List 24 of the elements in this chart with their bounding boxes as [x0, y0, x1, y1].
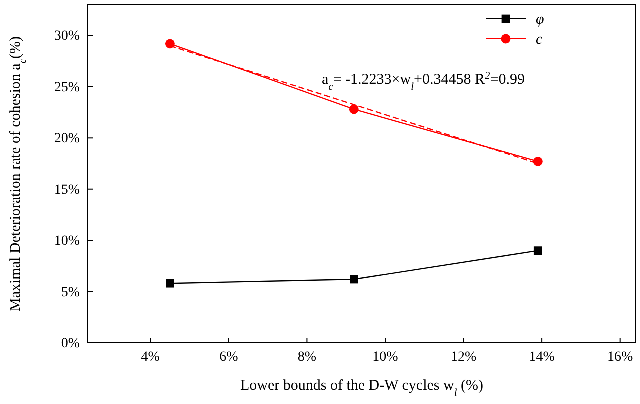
x-tick-label: 8% — [298, 350, 317, 365]
y-tick-label: 0% — [61, 336, 80, 352]
x-tick-label: 16% — [608, 350, 634, 365]
y-tick-label: 25% — [54, 80, 80, 96]
x-axis-title: Lower bounds of the D-W cycles w$_{l}$ (%) — [240, 378, 484, 398]
x-tick-label: 10% — [372, 350, 399, 365]
point — [350, 275, 358, 284]
point — [166, 279, 174, 288]
y-tick-label: 10% — [54, 234, 80, 250]
y-tick-label: 20% — [54, 132, 80, 147]
point — [349, 104, 359, 114]
y-tick-label: 15% — [54, 182, 80, 198]
point — [534, 246, 542, 255]
point — [165, 39, 175, 49]
x-tick-label: 14% — [529, 350, 556, 365]
annotation: a$_{c}$= -1.2233×w$_{l}$+0.34458 R$^{2}$=0.99 — [322, 70, 525, 92]
x-tick-label: 6% — [220, 350, 239, 365]
x-tick-label: 12% — [450, 350, 477, 365]
legend-label: c — [536, 32, 543, 48]
x-tick-label: 4% — [141, 350, 160, 365]
y-tick-label: 5% — [61, 285, 80, 300]
legend-label: φ — [536, 12, 544, 28]
point — [533, 157, 543, 166]
y-tick-label: 30% — [54, 29, 80, 44]
